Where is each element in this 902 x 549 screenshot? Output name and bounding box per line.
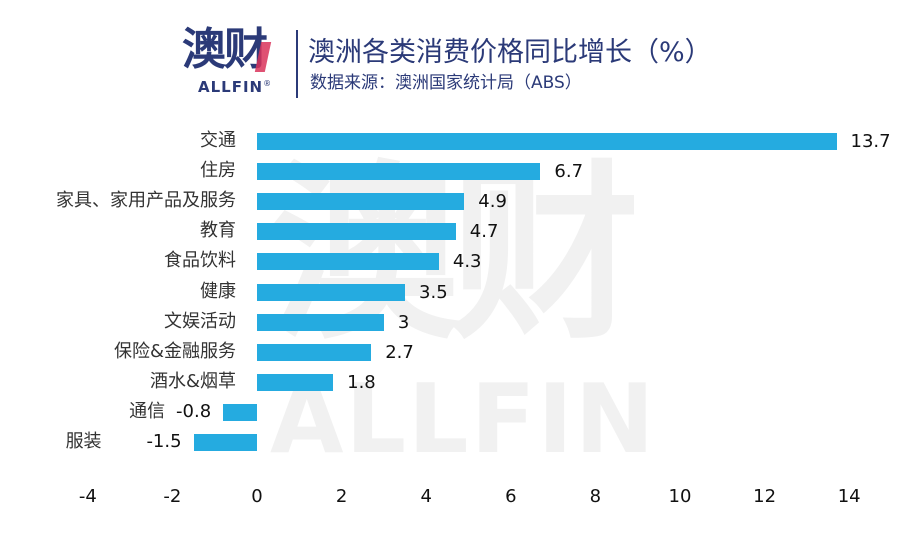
chart-subtitle: 数据来源：澳洲国家统计局（ABS） xyxy=(310,73,582,93)
value-label: -1.5 xyxy=(146,431,182,452)
category-label: 文娱活动 xyxy=(164,310,236,332)
category-label: 食品饮料 xyxy=(164,250,236,272)
value-label: -0.8 xyxy=(176,400,212,422)
category-label: 教育 xyxy=(200,220,236,242)
x-tick-label: 0 xyxy=(251,486,263,507)
x-tick-label: 12 xyxy=(753,486,777,507)
bar xyxy=(257,373,334,391)
bar xyxy=(257,253,439,271)
category-label: 住房 xyxy=(200,160,236,182)
value-label: 4.7 xyxy=(469,221,499,243)
x-tick-label: -4 xyxy=(78,486,97,507)
category-label: 通信 xyxy=(129,400,166,422)
bar xyxy=(257,343,372,361)
bar xyxy=(257,133,837,150)
value-label: 6.7 xyxy=(554,161,584,183)
x-tick-label: 8 xyxy=(589,486,602,507)
bar-row: 酒水&烟草 1.8 xyxy=(0,370,902,402)
x-tick-label: -2 xyxy=(163,486,182,507)
category-label: 交通 xyxy=(200,130,236,151)
value-label: 4.9 xyxy=(478,191,507,213)
bar-row: 文娱活动 3 xyxy=(0,310,902,342)
bar-row: 食品饮料 4.3 xyxy=(0,251,902,281)
bar-row: 家具、家用产品及服务 4.9 xyxy=(0,191,902,221)
value-label: 13.7 xyxy=(850,131,891,152)
bar xyxy=(193,434,257,451)
category-label: 服装 xyxy=(65,431,102,452)
logo-chinese-text: 澳财 xyxy=(182,24,268,75)
bar xyxy=(257,283,406,301)
category-label: 保险&金融服务 xyxy=(113,340,236,362)
bar-row: 交通 13.7 xyxy=(0,131,902,161)
x-tick-label: 4 xyxy=(420,486,432,507)
x-tick-label: 14 xyxy=(837,486,861,507)
category-label: 酒水&烟草 xyxy=(149,370,236,392)
value-label: 4.3 xyxy=(452,251,482,273)
logo-en-label: ALLFIN xyxy=(198,78,264,96)
bar-row: 住房 6.7 xyxy=(0,161,902,191)
bar-row: 教育 4.7 xyxy=(0,221,902,251)
logo-english-text: ALLFIN® xyxy=(198,78,272,96)
chart-title: 澳洲各类消费价格同比增长（%） xyxy=(308,37,712,68)
x-tick-label: 2 xyxy=(335,486,348,507)
bar-row: 通信 -0.8 xyxy=(0,400,902,432)
x-tick-label: 6 xyxy=(505,486,517,507)
value-label: 1.8 xyxy=(347,371,376,393)
value-label: 2.7 xyxy=(385,341,414,363)
bar xyxy=(223,403,257,421)
value-label: 3 xyxy=(397,311,410,333)
bar-row: 服装 -1.5 xyxy=(0,432,902,462)
bar-row: 保险&金融服务 2.7 xyxy=(0,340,902,372)
category-label: 健康 xyxy=(200,280,236,302)
bar xyxy=(257,163,541,181)
bar-row: 健康 3.5 xyxy=(0,280,902,312)
bar xyxy=(257,313,384,331)
x-tick-label: 10 xyxy=(668,486,692,507)
bar xyxy=(257,193,465,211)
allfin-logo: 澳财 ALLFIN® xyxy=(182,26,292,101)
bar xyxy=(257,223,456,241)
header-divider xyxy=(296,30,298,98)
registered-mark: ® xyxy=(263,79,273,88)
category-label: 家具、家用产品及服务 xyxy=(56,190,236,212)
value-label: 3.5 xyxy=(419,281,448,303)
